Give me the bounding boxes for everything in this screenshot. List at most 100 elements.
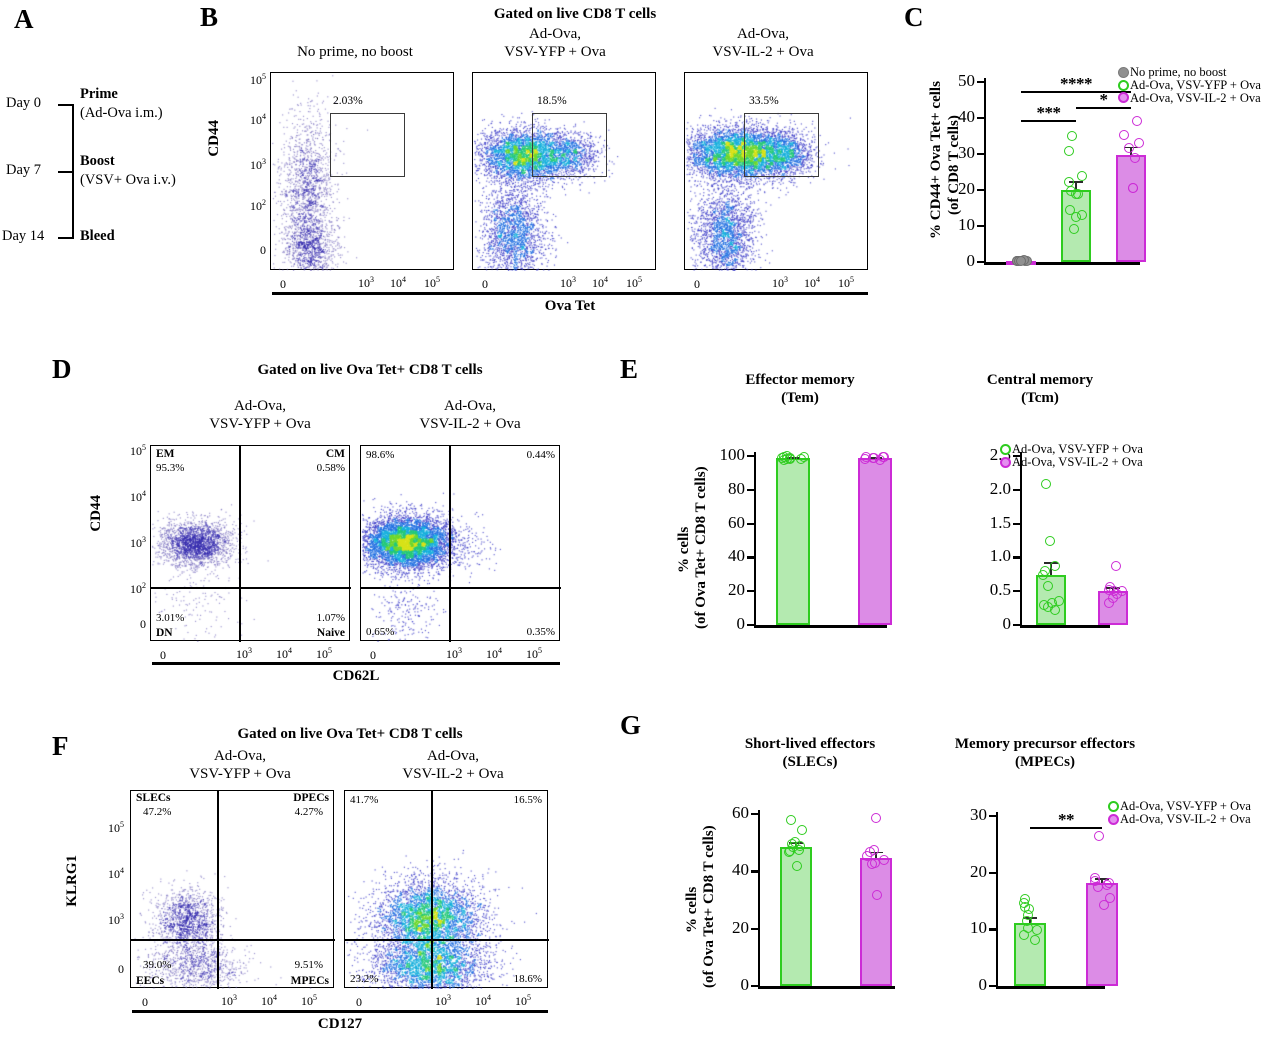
panel-d-plot0-lr-name: Naive <box>316 627 345 639</box>
panel-f-y-axis-label: KLRG1 <box>64 855 80 907</box>
panel-b-plot2-gate[interactable] <box>744 113 819 177</box>
chartGMpec-datapoint-0-9 <box>1030 934 1041 945</box>
panel-d-plot0-ul-name: EM <box>156 448 175 460</box>
panel-c-legend-item-0[interactable]: No prime, no boost <box>1118 66 1261 79</box>
panel-g-legend-item-0[interactable]: Ad-Ova, VSV-YFP + Ova <box>1108 800 1251 813</box>
panel-d-plot-1[interactable]: 98.6% 0.44% 0.65% 0.35% <box>360 445 561 642</box>
panel-letter-c: C <box>904 2 924 32</box>
panel-b-plot0-gate[interactable] <box>330 113 405 177</box>
timeline-tick-0 <box>58 104 74 106</box>
chartC-datapoint-1-0 <box>1066 131 1077 141</box>
panel-f-plot0-lr-pct: 9.51% <box>294 959 323 971</box>
panel-d-plot0-ll-pct: 3.01% <box>156 612 185 624</box>
panel-d-plot1-ll-pct: 0.65% <box>366 626 395 638</box>
panel-b-p0-xtick-3: 105 <box>424 275 440 290</box>
panel-d-ytick-3: 102 <box>130 581 146 596</box>
panel-b-p1-xtick-0: 0 <box>482 277 488 291</box>
panel-d-y-axis-label: CD44 <box>88 495 104 532</box>
panel-g-slec-chart[interactable]: 0 20 40 60 <box>720 800 895 1000</box>
panel-e-tcm-chart[interactable]: 0 0.5 1.0 1.5 2.0 2.5 <box>980 442 1128 637</box>
panel-f-plot0-ur-pct: 4.27% <box>294 806 323 818</box>
panel-b-plot0-gate-pct: 2.03% <box>333 95 363 107</box>
chartGMpec-y-axis <box>996 812 999 986</box>
panel-f-ytick-2: 103 <box>108 912 124 927</box>
panel-d-p0-xtick-3: 105 <box>316 646 332 661</box>
panel-e-legend-item-0[interactable]: Ad-Ova, VSV-YFP + Ova <box>1000 443 1143 456</box>
chartETem-bar-1[interactable] <box>858 457 892 625</box>
chartC-ytick-3 <box>977 153 984 156</box>
chartGSlec-datapoint-0-0 <box>785 814 796 825</box>
chartETcm-ytick-3 <box>1013 522 1020 525</box>
chartGMpec-siglabel-0: ** <box>1058 810 1075 830</box>
chartETcm-yticklabel-3: 1.5 <box>989 512 1011 532</box>
chartGSlec-ytick-2 <box>751 870 758 873</box>
chartC-datapoint-1-1 <box>1063 146 1074 157</box>
panel-d-plot0-vline <box>239 446 241 642</box>
chartC-datapoint-1-2 <box>1076 170 1087 181</box>
chartGSlec-datapoint-0-9 <box>792 861 803 872</box>
chartETcm-datapoint-1-7 <box>1103 597 1114 608</box>
panel-f-plot0-ul-pct: 47.2% <box>143 806 172 818</box>
timeline-tick-1 <box>58 171 74 173</box>
panel-f-plot1-ul-pct: 41.7% <box>350 794 379 806</box>
panel-b-plot1-title-line1: Ad-Ova, <box>528 26 582 42</box>
panel-d-plot0-ur-pct: 0.58% <box>316 462 345 474</box>
panel-c-ylabel-line1: % CD44+ Ova Tet+ cells <box>928 81 944 239</box>
chartC-yticklabel-3: 30 <box>958 143 975 162</box>
panel-letter-f: F <box>52 731 69 761</box>
chartC-bar-2[interactable] <box>1116 155 1146 262</box>
panel-d-plot0-ul-pct: 95.3% <box>156 462 185 474</box>
panel-d-plot-0[interactable]: EM 95.3% CM 0.58% 3.01% DN 1.07% Naive <box>150 445 351 642</box>
panel-c-chart[interactable]: 0 10 20 30 40 50 **** * *** <box>950 66 1146 276</box>
panel-f-plot1-hline <box>345 939 549 941</box>
chartETem-bar-0[interactable] <box>776 457 810 625</box>
panel-c-legend-item-1[interactable]: Ad-Ova, VSV-YFP + Ova <box>1118 78 1261 92</box>
chartETcm-datapoint-0-4 <box>1037 569 1048 580</box>
panel-e-tem-chart[interactable]: 0 20 40 60 80 100 <box>712 442 892 637</box>
panel-e-ylabel-line1: % cells <box>676 526 692 574</box>
panel-d-plot0-scatter <box>151 446 351 642</box>
panel-g-legend-item-1[interactable]: Ad-Ova, VSV-IL-2 + Ova <box>1108 812 1251 826</box>
chartC-ytick-2 <box>977 189 984 192</box>
chartC-ytick-4 <box>977 117 984 120</box>
panel-b-plot2-title-line2: VSV-IL-2 + Ova <box>712 44 814 60</box>
panel-d-plot1-lr-pct: 0.35% <box>526 626 555 638</box>
chartC-datapoint-1-10 <box>1069 223 1080 234</box>
panel-f-plot-1[interactable]: 41.7% 16.5% 23.2% 18.6% <box>344 790 549 989</box>
panel-c-legend-item-2[interactable]: Ad-Ova, VSV-IL-2 + Ova <box>1118 91 1261 105</box>
chartGSlec-bar-1[interactable] <box>860 858 892 986</box>
chartGMpec-yticklabel-2: 20 <box>970 861 987 881</box>
timeline-event-0: Prime <box>80 86 118 102</box>
panel-d-ytick-0: 105 <box>130 443 146 458</box>
chartGSlec-x-axis <box>758 986 895 989</box>
panel-b-plot1-gate[interactable] <box>532 113 607 177</box>
panel-b-plot1-title-line2: VSV-YFP + Ova <box>504 44 606 60</box>
panel-d-plot1-hline <box>361 587 561 589</box>
panel-f-plot0-lr-name: MPECs <box>290 975 329 987</box>
chartC-yticklabel-1: 10 <box>958 215 975 234</box>
panel-b-plot0-title: No prime, no boost <box>297 44 413 60</box>
chartETem-y-axis <box>754 452 757 625</box>
panel-g-mpec-chart[interactable]: 0 10 20 30 ** <box>960 800 1118 1000</box>
panel-b-x-axis-label: Ova Tet <box>544 298 596 314</box>
panel-b-plot-1[interactable]: 18.5% <box>472 72 657 271</box>
panel-f-p0-xtick-0: 0 <box>142 995 148 1009</box>
panel-d-p0-xtick-1: 103 <box>236 646 252 661</box>
panel-e-tcm-title-line2: (Tcm) <box>1021 390 1059 406</box>
panel-b-plot1-scatter <box>473 73 657 271</box>
chartGSlec-datapoint-1-0 <box>871 813 882 823</box>
chartETcm-datapoint-1-0 <box>1110 561 1121 572</box>
chartC-datapoint-2-4 <box>1130 152 1141 163</box>
panel-e-legend-item-1[interactable]: Ad-Ova, VSV-IL-2 + Ova <box>1000 455 1143 469</box>
chartC-siglabel-1: * <box>1099 90 1109 110</box>
panel-g-slec-title-line2: (SLECs) <box>782 754 838 770</box>
chartC-datapoint-1-9 <box>1070 211 1081 222</box>
panel-b-ytick-0: 105 <box>250 72 266 87</box>
panel-d-p0-xtick-0: 0 <box>160 648 166 662</box>
panel-f-p1-xtick-3: 105 <box>515 993 531 1008</box>
legend-marker-vsv-yfp <box>1118 79 1129 91</box>
panel-f-plot-0[interactable]: SLECs 47.2% DPECs 4.27% 39.0% EECs 9.51%… <box>130 790 335 989</box>
panel-b-plot-0[interactable]: 2.03% <box>270 72 455 271</box>
panel-b-plot-2[interactable]: 33.5% <box>684 72 869 271</box>
